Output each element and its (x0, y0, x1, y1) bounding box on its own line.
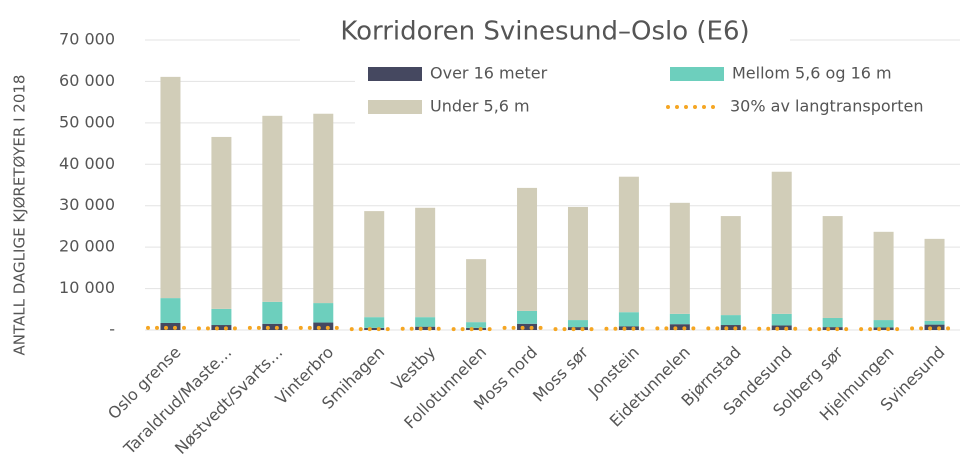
bar-segment (313, 303, 334, 323)
bar-segment (160, 76, 181, 299)
bar-segment (262, 301, 283, 324)
legend-label: Over 16 meter (430, 64, 548, 83)
bar-segment (160, 322, 181, 330)
bar-segment (873, 327, 894, 330)
bar-segment (415, 326, 436, 330)
y-tick-label: 10 000 (59, 278, 115, 297)
bar-segment (618, 176, 639, 313)
bar-segment (567, 320, 588, 328)
bar-segment (211, 325, 232, 330)
chart-title: Korridoren Svinesund–Oslo (E6) (340, 17, 749, 47)
bar-segment (567, 327, 588, 330)
bar-segment (517, 187, 538, 311)
bar-segment (262, 115, 283, 302)
y-tick-label: 20 000 (59, 237, 115, 256)
bar-segment (771, 171, 792, 314)
bar-segment (618, 312, 639, 327)
bar-segment (364, 211, 385, 318)
bar-segment (364, 317, 385, 328)
bar-segment (618, 326, 639, 330)
bar-segment (669, 313, 690, 325)
y-tick-label: 40 000 (59, 154, 115, 173)
bar-segment (669, 324, 690, 330)
x-tick-label: Moss sør (529, 342, 592, 405)
bar-segment (313, 322, 334, 330)
bar-segment (567, 206, 588, 321)
bar-segment (364, 327, 385, 330)
y-tick-label: - (109, 320, 115, 339)
bar-segment (211, 308, 232, 326)
bar-segment (160, 298, 181, 323)
bar-segment (517, 323, 538, 330)
legend-background (355, 54, 963, 124)
bar-segment (466, 327, 487, 330)
bar-segment (873, 231, 894, 321)
legend-label: 30% av langtransporten (730, 97, 923, 116)
bar-segment (415, 317, 436, 327)
bar-segment (924, 324, 945, 330)
bar-segment (466, 259, 487, 323)
bar-segment (720, 325, 741, 330)
legend-label: Mellom 5,6 og 16 m (732, 64, 892, 83)
title-background (300, 12, 790, 52)
bar-segment (211, 136, 232, 309)
bar-segment (720, 315, 741, 326)
bar-segment (262, 323, 283, 330)
bar-segment (822, 216, 843, 318)
x-tick-label: Vestby (388, 343, 439, 394)
y-tick-label: 60 000 (59, 71, 115, 90)
legend-label: Under 5,6 m (430, 97, 530, 116)
y-axis-label: ANTALL DAGLIGE KJØRETØYER I 2018 (11, 75, 29, 356)
bar-segment (720, 216, 741, 316)
bar-segment (822, 327, 843, 330)
bar-segment (415, 207, 436, 318)
bar-segment (873, 320, 894, 328)
bar-segment (822, 317, 843, 328)
y-tick-label: 30 000 (59, 195, 115, 214)
y-tick-label: 70 000 (59, 30, 115, 49)
bar-segment (517, 310, 538, 324)
bar-segment (313, 113, 334, 304)
legend-swatch (670, 67, 724, 81)
y-tick-label: 50 000 (59, 112, 115, 131)
bar-segment (771, 313, 792, 326)
legend-swatch (368, 67, 422, 81)
bar-segment (924, 320, 945, 325)
bar-segment (771, 325, 792, 330)
bar-segment (669, 202, 690, 314)
bar-segment (924, 238, 945, 321)
legend-swatch (368, 100, 422, 114)
bar-segment (466, 322, 487, 328)
